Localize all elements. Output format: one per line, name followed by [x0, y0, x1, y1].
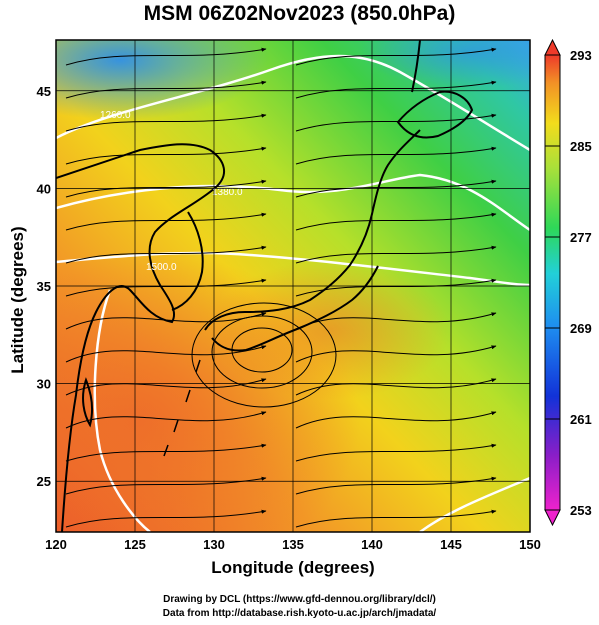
contour-label: 1500.0: [146, 262, 177, 273]
streamline: [65, 509, 267, 528]
streamline: [65, 80, 267, 99]
colorbar-top-cap: [544, 38, 561, 56]
y-tick-label: 35: [37, 279, 51, 294]
contour-labels: 1260.0 1380.0 1500.0: [100, 110, 243, 273]
geopotential-contours: [56, 54, 530, 532]
y-tick-label: 40: [37, 181, 51, 196]
streamline: [65, 443, 267, 462]
y-tick-label: 45: [37, 84, 51, 99]
streamline: [295, 179, 497, 198]
warm-region-east: [210, 260, 450, 400]
y-tick-label: 30: [37, 377, 51, 392]
streamline: [65, 47, 267, 66]
streamline: [65, 278, 267, 297]
contour-label: 1380.0: [212, 187, 243, 198]
streamline: [65, 312, 267, 330]
credit-data-source: Data from http://database.rish.kyoto-u.a…: [162, 608, 437, 619]
coast-korean-peninsula: [171, 211, 204, 311]
coast-ryukyu: [163, 359, 201, 457]
streamline: [295, 113, 497, 132]
streamline: [65, 212, 267, 231]
coast-kyushu-honshu: [204, 129, 421, 331]
streamline: [295, 378, 497, 396]
y-axis-ticks: 45 40 35 30 25: [37, 84, 51, 489]
y-tick-label: 25: [37, 474, 51, 489]
coast-japan-south: [211, 265, 379, 352]
streamline: [295, 146, 497, 165]
x-tick-label: 120: [45, 537, 67, 552]
colorbar-tick-label: 285: [570, 139, 592, 154]
x-tick-label: 130: [203, 537, 225, 552]
coastlines: [56, 40, 474, 532]
wind-streamlines: [65, 47, 497, 528]
x-tick-label: 140: [361, 537, 383, 552]
colorbar-tick-label: 269: [570, 321, 592, 336]
streamline: [295, 509, 497, 528]
colorbar-tick-label: 293: [570, 48, 592, 63]
streamline: [295, 47, 497, 66]
x-tick-label: 150: [519, 537, 541, 552]
plot-frame: [55, 39, 531, 533]
streamline: [295, 312, 497, 330]
colorbar-tick-label: 261: [570, 412, 592, 427]
streamline: [295, 411, 497, 429]
coast-taiwan: [82, 377, 94, 428]
streamline: [295, 245, 497, 264]
coast-china-korea: [56, 143, 225, 532]
x-axis-ticks: 120 125 130 135 140 145 150: [45, 537, 541, 552]
streamline: [65, 179, 267, 198]
streamline: [295, 345, 497, 363]
colorbar-tick-label: 253: [570, 503, 592, 518]
streamline: [65, 113, 267, 132]
streamline: [65, 476, 267, 495]
colorbar-tick-label: 277: [570, 230, 592, 245]
colorbar-body: [544, 54, 561, 511]
coast-sakhalin: [411, 40, 421, 93]
streamline: [65, 146, 267, 165]
streamline: [295, 443, 497, 462]
cold-region: [56, 40, 270, 120]
streamline: [65, 345, 267, 363]
streamline: [295, 80, 497, 99]
streamline: [295, 476, 497, 495]
x-tick-label: 125: [124, 537, 146, 552]
streamline: [65, 245, 267, 264]
colorbar: 293 285 277 269 261 253: [544, 38, 592, 527]
x-tick-label: 135: [282, 537, 304, 552]
streamline: [295, 212, 497, 231]
coast-hokkaido: [396, 90, 474, 139]
colorbar-bottom-cap: [544, 509, 561, 527]
map-title: MSM 06Z02Nov2023 (850.0hPa): [143, 2, 456, 25]
x-tick-label: 145: [440, 537, 462, 552]
map-figure: 1260.0 1380.0 1500.0 120 125 130 135 140 145 1…: [37, 38, 592, 552]
credit-drawing: Drawing by DCL (https://www.gfd-dennou.o…: [163, 594, 436, 605]
cold-region-ne: [360, 40, 530, 88]
x-axis-label: Longitude (degrees): [211, 558, 375, 577]
graticule: [56, 40, 530, 532]
contour-label: 1260.0: [100, 110, 131, 121]
streamline: [295, 278, 497, 297]
